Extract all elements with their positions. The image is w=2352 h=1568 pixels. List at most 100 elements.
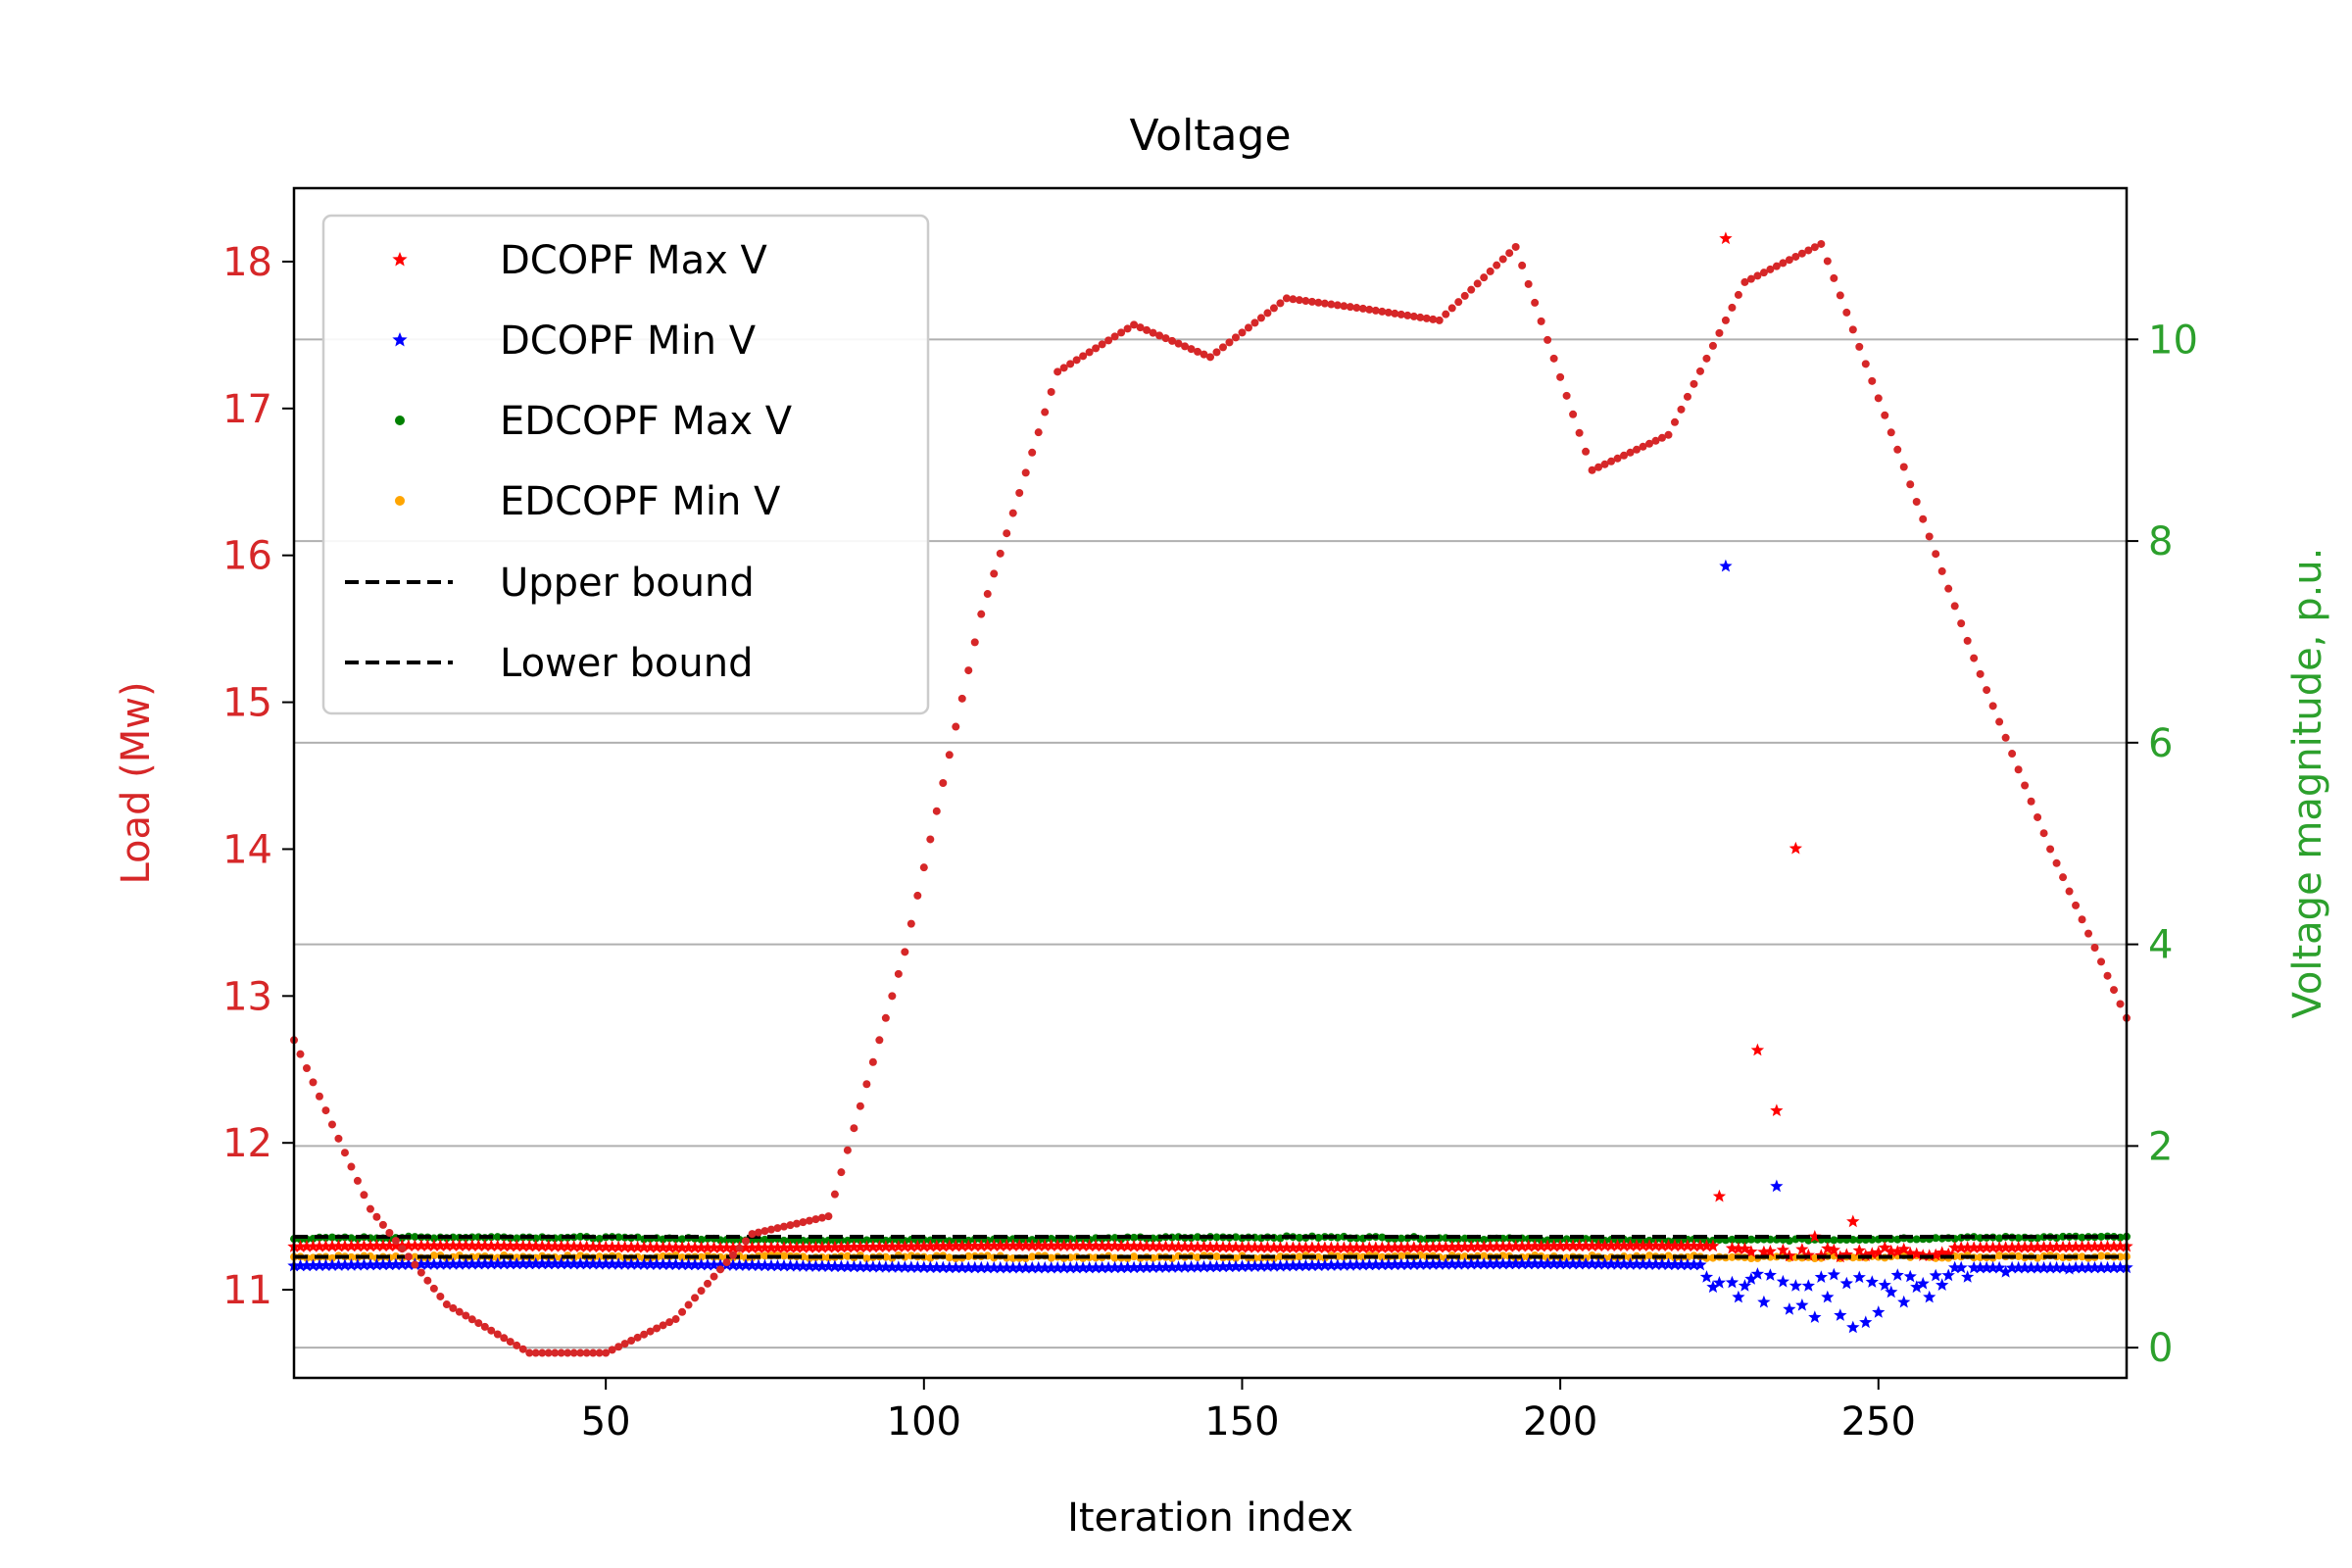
dcopf-min-point: [2056, 1260, 2070, 1274]
edcopf-max-point: [411, 1233, 419, 1242]
dcopf-max-point: [1903, 1246, 1917, 1259]
dcopf-max-point: [1648, 1239, 1663, 1251]
dcopf-min-point: [1484, 1256, 1497, 1270]
dcopf-min-point: [943, 1260, 956, 1274]
dcopf-max-point: [1827, 1243, 1840, 1256]
dcopf-max-point: [1967, 1241, 1981, 1253]
dcopf-min-point: [1051, 1260, 1064, 1274]
load-point: [901, 948, 909, 956]
dcopf-min-point: [1936, 1278, 1949, 1291]
dcopf-max-point: [573, 1240, 587, 1252]
dcopf-max-point: [1127, 1239, 1141, 1252]
load-point: [1677, 405, 1686, 414]
load-point: [1855, 342, 1864, 351]
dcopf-max-point: [580, 1240, 594, 1252]
dcopf-max-point: [325, 1239, 339, 1252]
dcopf-max-point: [1107, 1239, 1122, 1252]
dcopf-max-point: [1133, 1239, 1148, 1252]
dcopf-max-point: [1433, 1240, 1446, 1253]
dcopf-min-point: [1146, 1260, 1160, 1273]
load-point: [315, 1092, 323, 1101]
dcopf-max-point: [497, 1239, 511, 1252]
edcopf-min-point: [1295, 1252, 1303, 1261]
load-point: [906, 919, 915, 928]
dcopf-max-point: [1260, 1241, 1275, 1253]
dcopf-max-point: [1681, 1239, 1694, 1251]
load-point: [1556, 372, 1565, 381]
dcopf-max-point: [433, 1239, 447, 1251]
dcopf-max-point: [1617, 1239, 1631, 1251]
edcopf-min-point: [2078, 1252, 2086, 1261]
load-point: [1047, 387, 1055, 396]
dcopf-max-point: [885, 1240, 899, 1252]
load-point: [1206, 353, 1214, 362]
dcopf-max-point: [1770, 1103, 1784, 1116]
dcopf-max-point: [1242, 1240, 1255, 1253]
dcopf-max-point: [745, 1241, 760, 1253]
load-point: [455, 1307, 464, 1316]
dcopf-max-point: [892, 1240, 906, 1252]
dcopf-max-point: [1349, 1241, 1363, 1253]
left-y-tick-label: 13: [222, 974, 272, 1019]
load-point: [830, 1190, 839, 1199]
dcopf-min-point: [650, 1257, 663, 1270]
dcopf-max-point: [1089, 1239, 1102, 1252]
dcopf-max-point: [1579, 1239, 1592, 1251]
load-point: [538, 1348, 547, 1357]
load-point: [1881, 411, 1889, 419]
dcopf-max-point: [522, 1239, 536, 1252]
dcopf-min-point: [1171, 1260, 1186, 1273]
edcopf-min-point: [779, 1251, 788, 1260]
dcopf-min-point: [1885, 1285, 1898, 1298]
dcopf-min-point: [1490, 1256, 1503, 1270]
dcopf-min-point: [1846, 1320, 1860, 1334]
dcopf-max-point: [994, 1239, 1007, 1251]
dcopf-min-point: [561, 1256, 574, 1270]
dcopf-max-point: [783, 1241, 798, 1253]
load-point: [449, 1303, 458, 1312]
dcopf-max-point: [1572, 1239, 1587, 1252]
edcopf-min-point: [2014, 1251, 2023, 1260]
load-point: [576, 1348, 585, 1357]
edcopf-max-point: [678, 1235, 687, 1244]
load-point: [1110, 332, 1119, 341]
dcopf-max-point: [484, 1239, 498, 1251]
dcopf-max-point: [694, 1241, 709, 1253]
load-point: [518, 1345, 527, 1353]
dcopf-min-point: [1910, 1280, 1924, 1294]
dcopf-min-point: [701, 1257, 714, 1271]
load-point: [729, 1250, 738, 1259]
load-point: [1950, 602, 1959, 611]
dcopf-max-point: [561, 1240, 574, 1252]
dcopf-min-point: [1744, 1272, 1758, 1285]
dcopf-min-point: [573, 1256, 587, 1270]
load-point: [569, 1348, 578, 1357]
load-point: [1416, 313, 1425, 321]
dcopf-min-point: [1120, 1260, 1135, 1274]
load-point: [678, 1307, 687, 1316]
dcopf-min-point: [1535, 1256, 1548, 1270]
load-point: [1670, 417, 1679, 426]
dcopf-max-point: [1839, 1248, 1853, 1261]
dcopf-min-point: [1152, 1260, 1166, 1273]
load-point: [1187, 345, 1196, 354]
dcopf-max-point: [1420, 1240, 1434, 1253]
dcopf-min-point: [1191, 1259, 1204, 1273]
dcopf-max-point: [548, 1239, 562, 1252]
edcopf-max-point: [799, 1236, 808, 1245]
dcopf-max-point: [1388, 1241, 1401, 1253]
dcopf-max-point: [1324, 1241, 1338, 1253]
dcopf-min-point: [1076, 1260, 1090, 1274]
dcopf-min-point: [1770, 1179, 1784, 1193]
dcopf-min-point: [376, 1257, 390, 1271]
edcopf-max-point: [595, 1235, 604, 1244]
dcopf-max-point: [357, 1239, 371, 1252]
load-point: [1766, 265, 1775, 273]
dcopf-max-point: [1961, 1241, 1975, 1253]
dcopf-min-point: [567, 1256, 581, 1270]
dcopf-max-point: [440, 1239, 454, 1251]
load-point: [1899, 463, 1908, 471]
load-point: [2072, 901, 2081, 909]
dcopf-max-point: [726, 1241, 740, 1253]
load-point: [1874, 394, 1883, 403]
